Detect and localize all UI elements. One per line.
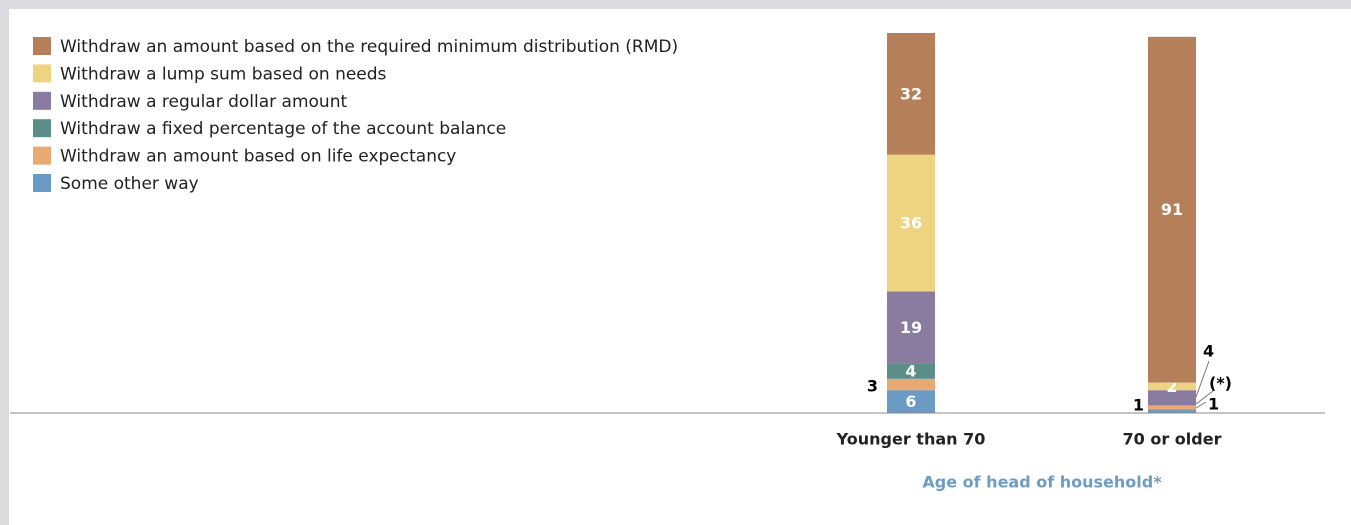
legend-label: Withdraw an amount based on the required…	[60, 37, 678, 57]
x-tick-label: Younger than 70	[836, 430, 986, 449]
data-label: 4	[905, 362, 916, 381]
bar-segment	[1148, 36, 1196, 383]
leader-line	[1195, 390, 1214, 405]
data-label: 6	[905, 392, 916, 411]
data-label: 32	[900, 84, 922, 103]
bar-segment	[887, 33, 935, 155]
bar-segment	[1148, 382, 1196, 391]
legend-label: Some other way	[60, 174, 199, 194]
bar-segment	[1148, 405, 1196, 410]
bar-segment	[887, 390, 935, 413]
x-tick-label: 70 or older	[1123, 430, 1222, 449]
data-label: 91	[1161, 200, 1183, 219]
bar-segment	[1148, 409, 1196, 413]
legend-swatch	[33, 64, 51, 83]
bar-segment	[887, 291, 935, 364]
data-label: 2	[1166, 377, 1177, 396]
panel	[9, 9, 1351, 525]
leader-line	[1195, 360, 1210, 398]
data-label: 1	[1208, 395, 1219, 414]
data-label: 19	[900, 318, 922, 337]
data-label: 4	[1203, 342, 1214, 361]
x-axis-label: Age of head of household*	[922, 473, 1162, 492]
legend-swatch	[33, 91, 51, 110]
data-label: 1	[1133, 396, 1144, 415]
legend-label: Withdraw an amount based on life expecta…	[60, 147, 456, 167]
data-label: 3	[867, 377, 878, 396]
bar-segment	[887, 363, 935, 379]
bar-segment	[887, 378, 935, 391]
legend-label: Withdraw a lump sum based on needs	[60, 64, 387, 84]
legend-swatch	[33, 37, 51, 55]
legend-swatch	[33, 119, 51, 138]
data-label: 36	[900, 214, 922, 233]
bar-segment	[1148, 390, 1196, 406]
legend-swatch	[33, 174, 51, 192]
leader-line	[1195, 401, 1207, 409]
legend-swatch	[33, 146, 51, 165]
data-label: (*)	[1209, 374, 1232, 393]
legend-label: Withdraw a regular dollar amount	[60, 92, 347, 112]
legend-label: Withdraw a fixed percentage of the accou…	[60, 119, 506, 139]
bar-segment	[887, 154, 935, 292]
